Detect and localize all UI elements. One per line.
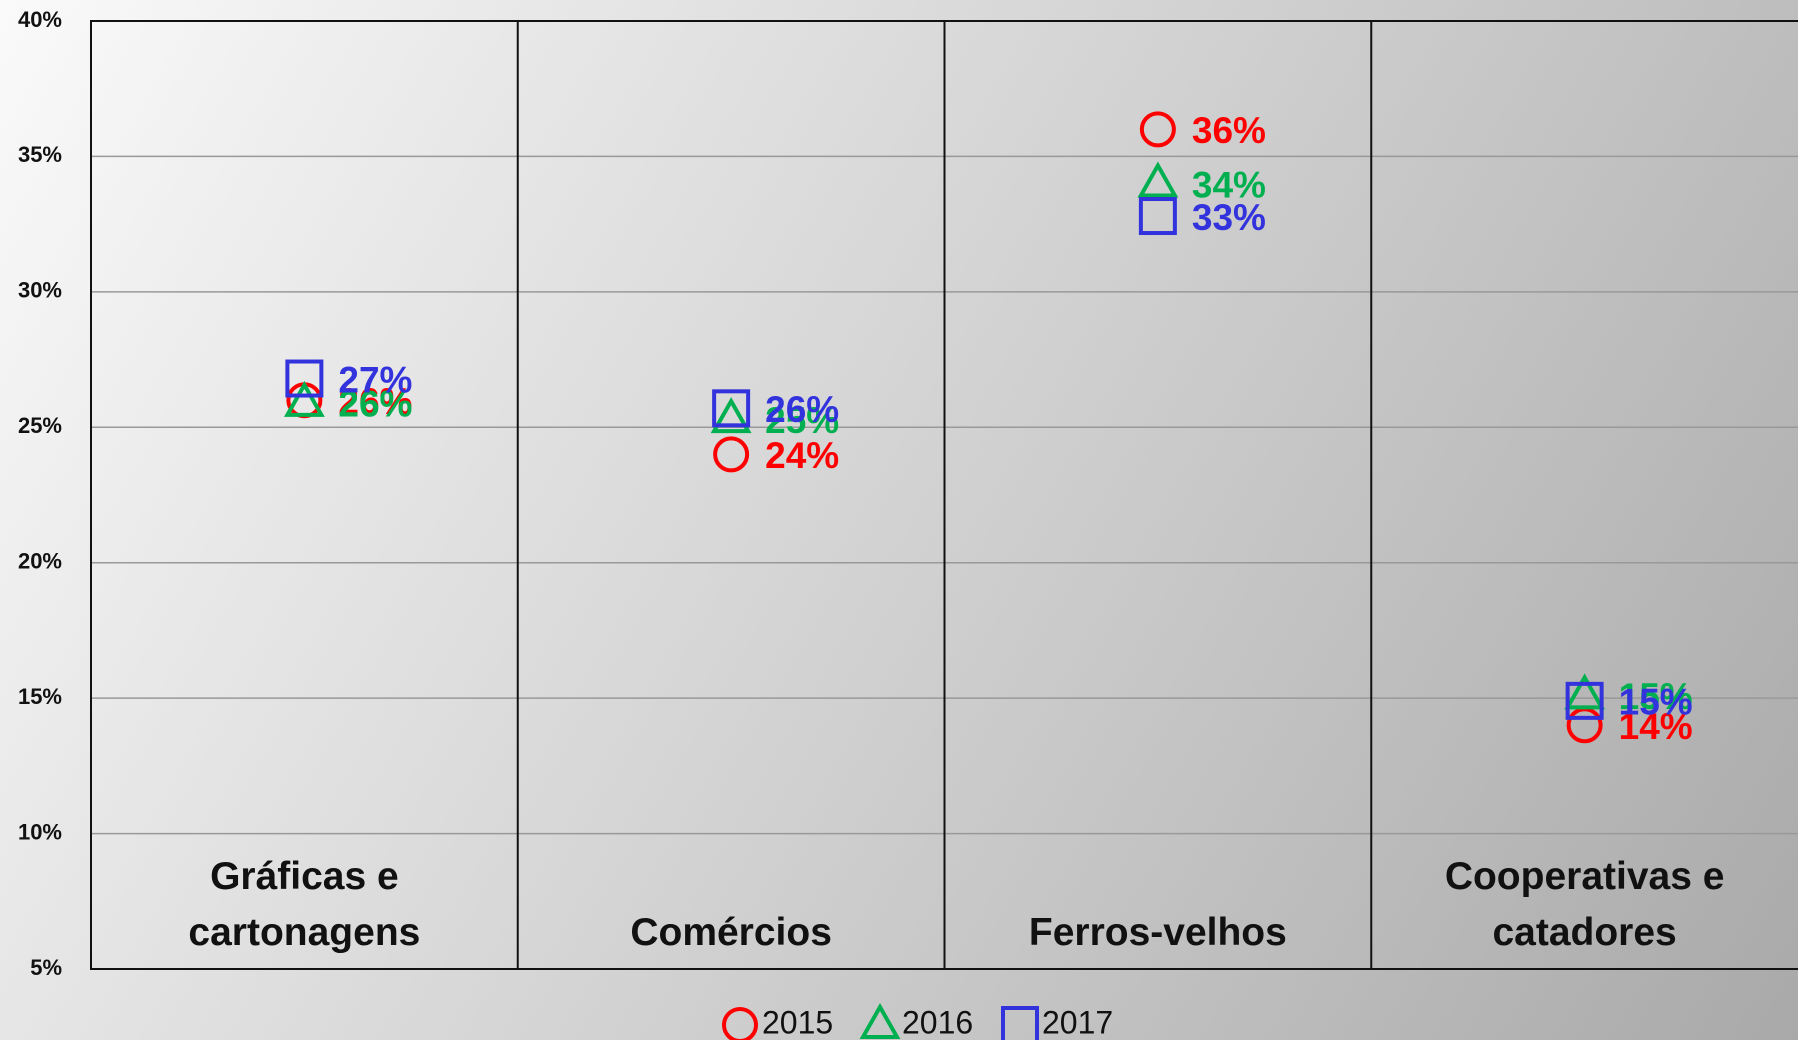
data-label: 26%: [338, 384, 412, 425]
x-tick-label: Cooperativas e catadores: [1444, 855, 1725, 954]
y-tick-label: 25%: [18, 413, 62, 438]
data-label: 14%: [1619, 706, 1693, 747]
legend-label: 2017: [1042, 1004, 1113, 1040]
legend-marker: [859, 1002, 901, 1039]
x-tick-label: Ferros-velhos: [1028, 911, 1287, 954]
point: [713, 436, 750, 473]
point: [286, 382, 323, 419]
legend-label: 2015: [762, 1004, 833, 1040]
data-label: 34%: [1192, 164, 1266, 205]
data-label: 24%: [765, 435, 839, 476]
legend-label: 2016: [902, 1004, 973, 1040]
y-tick-label: 30%: [18, 278, 62, 303]
point: [710, 397, 752, 434]
data-label: 15%: [1619, 682, 1693, 723]
data-label: 26%: [765, 389, 839, 430]
point: [1137, 161, 1179, 198]
data-label: 25%: [765, 400, 839, 441]
data-label: 36%: [1192, 110, 1266, 151]
x-tick-label: Gráficas e cartonagens: [188, 855, 421, 954]
y-tick-label: 40%: [18, 7, 62, 32]
legend-marker: [1001, 1006, 1039, 1040]
y-tick-label: 15%: [18, 684, 62, 709]
point: [285, 359, 324, 398]
data-label: 15%: [1619, 676, 1693, 717]
point: [1139, 111, 1176, 148]
x-tick-label: Comércios: [630, 911, 832, 954]
data-label: 26%: [338, 381, 412, 422]
data-label: 33%: [1192, 197, 1266, 238]
y-tick-label: 5%: [30, 955, 62, 980]
legend-marker: [722, 1007, 758, 1040]
point: [1564, 673, 1606, 710]
point: [283, 380, 325, 417]
point: [712, 389, 751, 428]
y-tick-label: 20%: [18, 549, 62, 574]
y-tick-label: 10%: [18, 819, 62, 844]
point: [1565, 681, 1604, 720]
data-label: 27%: [338, 359, 412, 400]
y-tick-label: 35%: [18, 142, 62, 167]
point: [1138, 197, 1177, 236]
point: [1566, 707, 1603, 744]
